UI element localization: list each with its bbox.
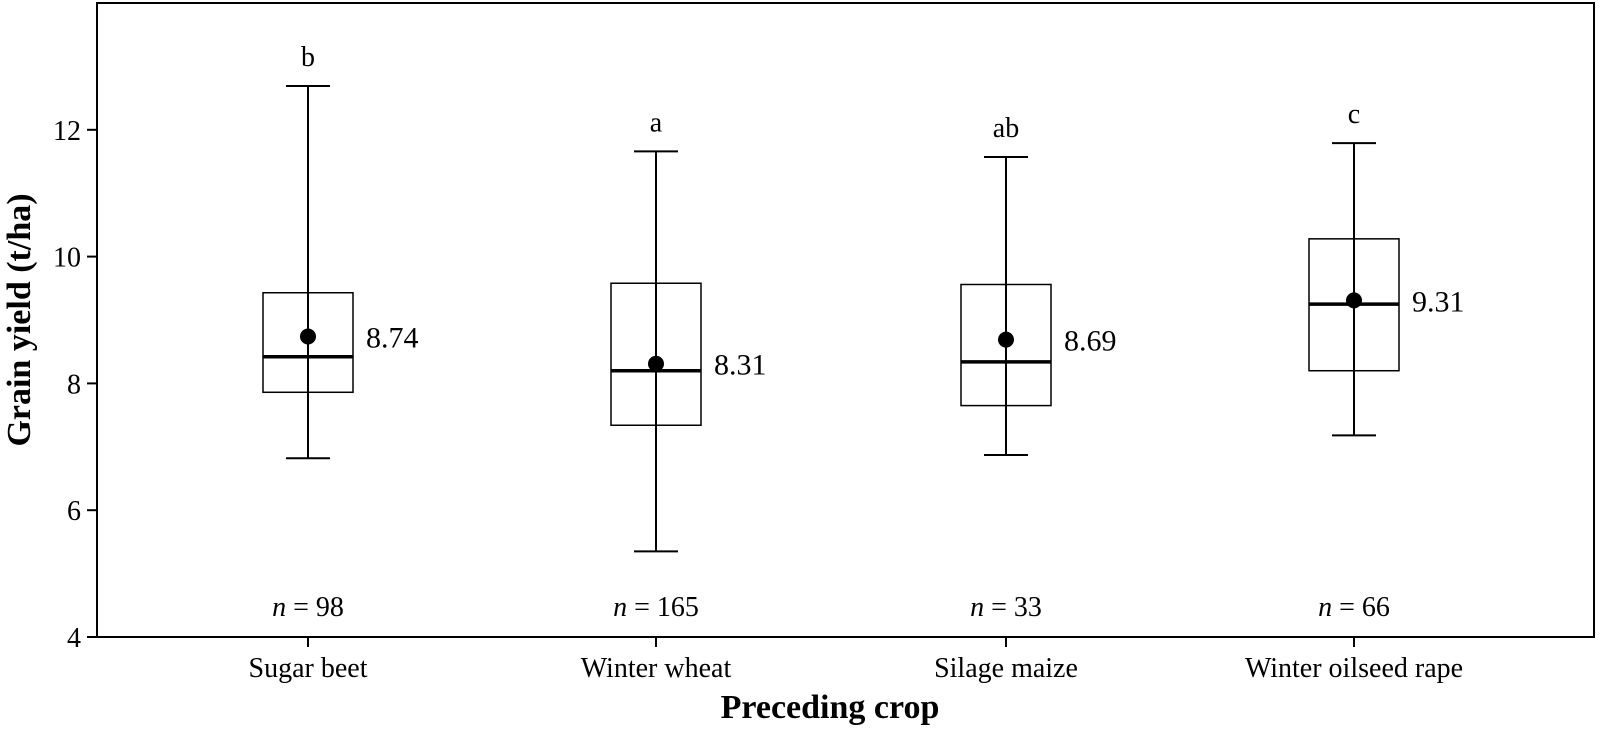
mean-label: 8.31 [714, 349, 767, 382]
significance-letter: b [301, 42, 315, 73]
y-tick-label-10: 10 [53, 243, 81, 274]
n-symbol: n [970, 592, 984, 623]
x-tick-label-1: Winter wheat [581, 653, 732, 684]
n-value: = 33 [984, 592, 1042, 623]
y-axis: 4 6 8 10 12 [53, 116, 97, 654]
significance-letter: ab [993, 113, 1019, 144]
significance-letter: a [650, 107, 663, 138]
mean-label: 9.31 [1412, 285, 1465, 318]
mean-point [648, 355, 664, 372]
y-tick-label-4: 4 [67, 623, 81, 654]
box-group-1: 8.31 a n = 165 [610, 107, 767, 623]
n-label: n = 98 [272, 592, 344, 623]
box-series: 8.74 b n = 98 8.31 a n = 165 8.69 ab n = 33 9.31 c… [262, 42, 1465, 623]
mean-label: 8.74 [366, 321, 419, 354]
y-tick-label-12: 12 [53, 116, 81, 147]
n-symbol: n [1318, 592, 1332, 623]
box-group-2: 8.69 ab n = 33 [960, 113, 1117, 623]
n-value: = 165 [627, 592, 699, 623]
n-label: n = 66 [1318, 592, 1390, 623]
n-label: n = 165 [613, 592, 699, 623]
mean-point [998, 331, 1014, 348]
mean-point [300, 328, 316, 345]
box-group-3: 9.31 c n = 66 [1308, 99, 1465, 623]
significance-letter: c [1348, 99, 1360, 130]
y-axis-title: Grain yield (t/ha) [1, 193, 38, 446]
mean-label: 8.69 [1064, 325, 1117, 358]
y-tick-label-6: 6 [67, 496, 81, 527]
x-tick-label-0: Sugar beet [249, 653, 368, 684]
n-value: = 98 [286, 592, 344, 623]
x-axis-title: Preceding crop [721, 689, 940, 726]
n-symbol: n [272, 592, 286, 623]
mean-point [1346, 292, 1362, 309]
x-axis: Sugar beet Winter wheat Silage maize Winter… [249, 637, 1463, 684]
n-label: n = 33 [970, 592, 1042, 623]
iqr-box [262, 291, 354, 394]
iqr-box [610, 282, 702, 426]
n-value: = 66 [1332, 592, 1390, 623]
plot-frame [96, 2, 1595, 638]
x-tick-label-2: Silage maize [934, 653, 1078, 684]
n-symbol: n [613, 592, 627, 623]
x-tick-label-3: Winter oilseed rape [1245, 653, 1463, 684]
box-group-0: 8.74 b n = 98 [262, 42, 419, 623]
iqr-box [960, 283, 1052, 407]
y-tick-label-8: 8 [67, 369, 81, 400]
